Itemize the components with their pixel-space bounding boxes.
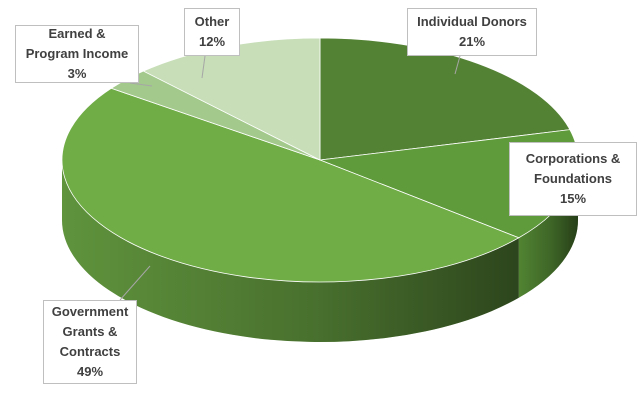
leader-line: [201, 55, 206, 79]
label-name: Earned & Program Income: [25, 26, 129, 61]
data-label: Other 12%: [184, 8, 240, 56]
label-value: 15%: [559, 191, 587, 206]
leader-line: [119, 265, 151, 301]
data-label: Government Grants & Contracts 49%: [43, 300, 137, 384]
slice: [61, 87, 520, 283]
label-value: 12%: [198, 34, 226, 49]
label-name: Government Grants & Contracts: [51, 304, 129, 359]
leader-line: [454, 55, 461, 75]
leader-line: [129, 82, 153, 87]
label-name: Other: [194, 14, 230, 29]
slice-side-shade: [518, 160, 578, 298]
label-name: Individual Donors: [417, 14, 527, 29]
data-label: Earned & Program Income 3%: [15, 25, 139, 83]
label-name: Corporations & Foundations: [525, 151, 621, 186]
slice: [319, 37, 571, 161]
label-value: 21%: [458, 34, 486, 49]
slice-side-shade: [62, 160, 519, 342]
label-value: 3%: [67, 66, 87, 81]
data-label: Corporations & Foundations 15%: [509, 142, 637, 216]
data-label: Individual Donors 21%: [407, 8, 537, 56]
label-value: 49%: [76, 364, 104, 379]
